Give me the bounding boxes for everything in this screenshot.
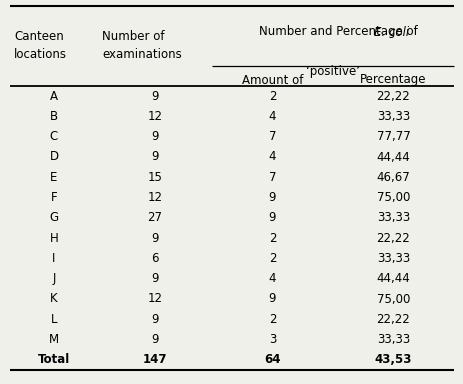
Text: 2: 2 xyxy=(268,252,275,265)
Text: 22,22: 22,22 xyxy=(376,313,409,326)
Text: 3: 3 xyxy=(268,333,275,346)
Text: Amount of: Amount of xyxy=(241,73,302,86)
Text: 9: 9 xyxy=(151,232,158,245)
Text: Percentage: Percentage xyxy=(359,73,426,86)
Text: ‘positive’: ‘positive’ xyxy=(305,66,359,78)
Text: 44,44: 44,44 xyxy=(376,151,409,164)
Text: 44,44: 44,44 xyxy=(376,272,409,285)
Text: 22,22: 22,22 xyxy=(376,89,409,103)
Text: 9: 9 xyxy=(268,211,275,224)
Text: 75,00: 75,00 xyxy=(376,293,409,306)
Text: 43,53: 43,53 xyxy=(374,353,411,366)
Text: I: I xyxy=(52,252,56,265)
Text: J: J xyxy=(52,272,56,285)
Text: 33,33: 33,33 xyxy=(376,211,409,224)
Text: 2: 2 xyxy=(268,313,275,326)
Text: 9: 9 xyxy=(151,333,158,346)
Text: 77,77: 77,77 xyxy=(376,130,409,143)
Text: 33,33: 33,33 xyxy=(376,252,409,265)
Text: E: E xyxy=(50,171,57,184)
Text: 12: 12 xyxy=(147,191,162,204)
Text: C: C xyxy=(50,130,58,143)
Text: 9: 9 xyxy=(151,89,158,103)
Text: 147: 147 xyxy=(143,353,167,366)
Text: E. coli: E. coli xyxy=(374,25,409,38)
Text: Number and Percentage of: Number and Percentage of xyxy=(259,25,421,38)
Text: 9: 9 xyxy=(268,293,275,306)
Text: K: K xyxy=(50,293,58,306)
Text: 12: 12 xyxy=(147,293,162,306)
Text: 4: 4 xyxy=(268,272,275,285)
Text: 46,67: 46,67 xyxy=(376,171,409,184)
Text: 15: 15 xyxy=(147,171,162,184)
Text: A: A xyxy=(50,89,58,103)
Text: Canteen
locations: Canteen locations xyxy=(14,30,67,61)
Text: 9: 9 xyxy=(151,313,158,326)
Text: 22,22: 22,22 xyxy=(376,232,409,245)
Text: 9: 9 xyxy=(151,151,158,164)
Text: Total: Total xyxy=(38,353,70,366)
Text: G: G xyxy=(50,211,58,224)
Text: H: H xyxy=(50,232,58,245)
Text: 9: 9 xyxy=(268,191,275,204)
Text: 12: 12 xyxy=(147,110,162,123)
Text: 9: 9 xyxy=(151,130,158,143)
Text: 4: 4 xyxy=(268,151,275,164)
Text: 27: 27 xyxy=(147,211,162,224)
Text: B: B xyxy=(50,110,58,123)
Text: L: L xyxy=(50,313,57,326)
Text: 2: 2 xyxy=(268,89,275,103)
Text: 7: 7 xyxy=(268,130,275,143)
Text: 33,33: 33,33 xyxy=(376,110,409,123)
Text: M: M xyxy=(49,333,59,346)
Text: F: F xyxy=(50,191,57,204)
Text: 64: 64 xyxy=(264,353,280,366)
Text: 33,33: 33,33 xyxy=(376,333,409,346)
Text: 4: 4 xyxy=(268,110,275,123)
Text: D: D xyxy=(50,151,58,164)
Text: 7: 7 xyxy=(268,171,275,184)
Text: 75,00: 75,00 xyxy=(376,191,409,204)
Text: Number of
examinations: Number of examinations xyxy=(102,30,181,61)
Text: 2: 2 xyxy=(268,232,275,245)
Text: Number and Percentage of E. coli: Number and Percentage of E. coli xyxy=(234,25,431,38)
Text: 6: 6 xyxy=(151,252,158,265)
Text: 9: 9 xyxy=(151,272,158,285)
